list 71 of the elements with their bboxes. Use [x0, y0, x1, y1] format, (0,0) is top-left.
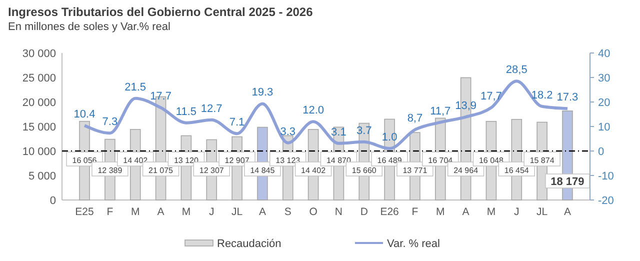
data-label: 17,7 — [480, 90, 502, 103]
x-tick-label: J — [208, 206, 214, 218]
data-label: 3.7 — [356, 124, 372, 137]
data-label: 14 402 — [301, 166, 326, 175]
y-tick-label: 5 000 — [28, 170, 56, 182]
data-label: 14 845 — [250, 166, 276, 175]
data-label: 12.0 — [302, 104, 324, 117]
chart-title: Ingresos Tributarios del Gobierno Central 2025 - 2026 — [8, 5, 314, 19]
x-tick-label: O — [309, 206, 318, 218]
y-tick-label: 20 000 — [22, 97, 56, 109]
x-tick-label: F — [412, 206, 418, 218]
x-tick-label: M — [486, 206, 496, 218]
data-label: 3.1 — [331, 126, 346, 138]
x-tick-label: E25 — [75, 206, 94, 218]
data-label: 18 179 — [550, 176, 584, 188]
y2-tick-label: 20 — [598, 97, 610, 109]
y2-tick-label: -20 — [598, 195, 614, 207]
data-label: 17.7 — [150, 90, 172, 103]
y-tick-label: 0 — [50, 195, 56, 207]
data-label: 12.7 — [200, 102, 222, 115]
y-tick-label: 15 000 — [22, 122, 56, 134]
x-tick-label: F — [106, 206, 114, 218]
data-label: 18.2 — [531, 89, 553, 102]
legend-label: Recaudación — [217, 238, 282, 250]
x-tick-label: A — [564, 206, 571, 218]
data-label: 16 454 — [504, 166, 530, 175]
y2-tick-label: -10 — [598, 170, 614, 182]
x-tick-label: E26 — [380, 206, 400, 218]
x-tick-label: A — [258, 206, 266, 218]
x-tick-label: N — [334, 206, 343, 218]
legend-label: Var. % real — [387, 238, 440, 250]
y-tick-label: 25 000 — [22, 72, 56, 84]
data-label: 11,7 — [430, 105, 451, 118]
data-label: 24 964 — [454, 166, 479, 175]
chart-subtitle: En millones de soles y Var.% real — [8, 21, 170, 33]
data-label: 12 307 — [199, 166, 224, 175]
x-tick-label: JL — [231, 206, 243, 218]
data-label: 12 907 — [224, 156, 250, 165]
data-label: 12 389 — [98, 166, 123, 175]
data-label: 15 874 — [530, 156, 555, 165]
data-label: 11.5 — [176, 106, 196, 118]
x-tick-label: M — [130, 206, 140, 218]
x-tick-label: S — [284, 206, 292, 218]
x-tick-label: D — [360, 206, 368, 218]
data-label: 28,5 — [506, 64, 528, 76]
data-label: 10.4 — [74, 108, 96, 121]
y2-tick-label: 0 — [598, 146, 604, 158]
x-tick-label: JL — [536, 206, 548, 218]
x-tick-label: J — [514, 206, 520, 218]
y2-tick-label: 30 — [598, 72, 610, 84]
data-label: 21.5 — [124, 81, 146, 94]
x-tick-label: M — [436, 206, 445, 218]
data-label: 7.1 — [229, 116, 245, 129]
data-label: 21 075 — [148, 166, 174, 175]
data-label: 17.3 — [556, 92, 578, 104]
x-tick-label: A — [462, 206, 470, 218]
data-label: 19.3 — [252, 86, 274, 99]
data-label: 13 771 — [402, 166, 428, 175]
y2-tick-label: 40 — [598, 48, 610, 60]
y-tick-label: 10 000 — [22, 146, 56, 158]
x-tick-label: M — [182, 206, 191, 218]
data-label: 3.3 — [280, 126, 296, 138]
y2-tick-label: 10 — [598, 122, 610, 134]
data-label: 8,7 — [407, 112, 423, 125]
data-label: 16 704 — [428, 156, 454, 165]
data-label: 1.0 — [382, 132, 398, 144]
data-label: 15 660 — [352, 166, 377, 175]
data-label: 13,9 — [455, 100, 477, 112]
x-tick-label: A — [157, 206, 164, 218]
y-tick-label: 30 000 — [22, 48, 56, 60]
data-label: 7.3 — [102, 116, 118, 128]
